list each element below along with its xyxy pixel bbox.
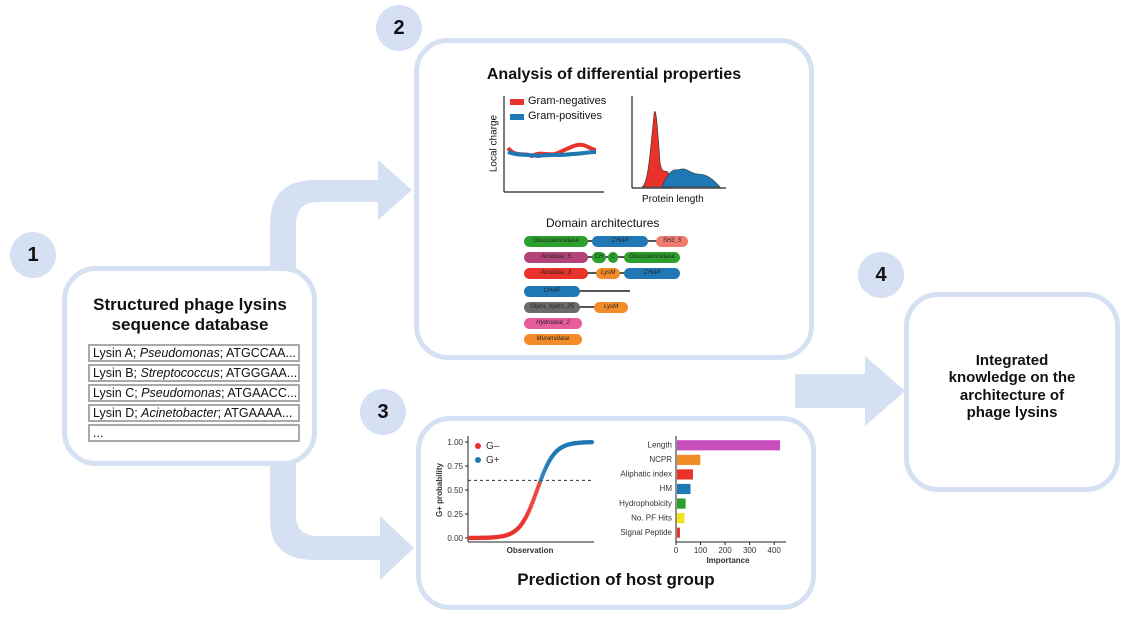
- domain-chap-2: CHAP: [624, 268, 680, 279]
- table-row: Lysin B; Streptococcus; ATGGGAA...: [88, 364, 300, 382]
- integrated-panel: [904, 292, 1120, 492]
- importance-bar: [677, 483, 691, 495]
- step-badge-1: 1: [10, 232, 56, 278]
- importance-category-label: Signal Peptide: [620, 528, 672, 537]
- importance-category-label: Length: [648, 440, 672, 449]
- step-badge-4: 4: [858, 252, 904, 298]
- local-charge-chart: [503, 96, 604, 193]
- database-title: Structured phage lysins sequence databas…: [93, 295, 287, 334]
- importance-category-label: HM: [660, 484, 673, 493]
- probability-point: [589, 439, 595, 445]
- domain-ch: CH: [592, 252, 606, 263]
- protein-length-chart: [631, 96, 726, 189]
- analysis-title: Analysis of differential properties: [486, 66, 742, 83]
- domain-amidase-5: Amidase_5: [524, 252, 588, 263]
- legend-gram-negatives: Gram-negatives: [528, 95, 607, 107]
- probability-tick-label: 0.00: [447, 534, 463, 543]
- domain-chap: CHAP: [592, 236, 648, 247]
- importance-tick-label: 100: [694, 546, 708, 555]
- table-row-ellipsis: ...: [88, 424, 300, 442]
- domain-chap-3: CHAP: [524, 286, 580, 297]
- importance-category-label: NCPR: [649, 455, 672, 464]
- legend-marker-neg: [475, 443, 481, 449]
- importance-bar: [677, 527, 680, 538]
- importance-tick-label: 300: [743, 546, 757, 555]
- local-charge-ylabel: Local charge: [488, 114, 500, 173]
- table-row: Lysin C; Pseudomonas; ATGAACC...: [88, 384, 300, 402]
- legend-neg-label: G–: [486, 441, 500, 452]
- integrated-text: Integrated knowledge on the architecture…: [948, 352, 1076, 421]
- importance-bar: [677, 469, 693, 480]
- domain-muramidase: Muramidase: [524, 334, 582, 345]
- legend-pos-label: G+: [486, 455, 500, 466]
- importance-tick-label: 400: [768, 546, 782, 555]
- domain-glucosaminidase-2: Glucosaminidase: [624, 252, 680, 263]
- domain-lysm: LysM: [596, 268, 620, 279]
- probability-tick-label: 0.50: [447, 486, 463, 495]
- domain-glyco-hydro-25: Glyco_hydro_25: [524, 302, 580, 313]
- step-badge-3: 3: [360, 389, 406, 435]
- domain-lysm-2: LysM: [594, 302, 628, 313]
- domain-hydrolase-2: Hydrolase_2: [524, 318, 582, 329]
- domain-c: C: [608, 252, 618, 263]
- importance-category-label: Hydrophobicity: [619, 499, 672, 508]
- prediction-title: Prediction of host group: [517, 570, 715, 589]
- legend-marker-pos: [475, 457, 481, 463]
- importance-tick-label: 200: [718, 546, 732, 555]
- domain-sh3: SH3_5: [656, 236, 688, 247]
- importance-bar: [677, 454, 701, 465]
- step-badge-2: 2: [376, 5, 422, 51]
- legend-gram-positives: Gram-positives: [528, 110, 602, 122]
- probability-tick-label: 1.00: [447, 438, 463, 447]
- table-row: Lysin A; Pseudomonas; ATGCCAA...: [88, 344, 300, 362]
- domain-architectures-title: Domain architectures: [546, 216, 660, 230]
- probability-tick-label: 0.75: [447, 462, 463, 471]
- importance-bar: [677, 498, 686, 509]
- importance-bar: [677, 440, 781, 451]
- importance-category-label: Aliphatic index: [620, 470, 672, 479]
- probability-tick-label: 0.25: [447, 510, 463, 519]
- importance-category-label: No. PF Hits: [631, 513, 672, 522]
- probability-ylabel: G+ probability: [435, 462, 444, 517]
- protein-length-xlabel: Protein length: [642, 194, 704, 205]
- probability-xlabel: Observation: [507, 546, 554, 555]
- probability-chart: 0.00 0.25 0.50 0.75 1.00 G– G+ Observation G…: [435, 436, 595, 555]
- domain-glucosaminidase: Glucosaminidase: [524, 236, 588, 247]
- importance-tick-label: 0: [674, 546, 679, 555]
- importance-xlabel: Importance: [706, 556, 750, 565]
- importance-chart: Length NCPR Aliphatic index HM Hydrophobicit…: [619, 436, 786, 565]
- importance-bar: [677, 513, 685, 524]
- table-row: Lysin D; Acinetobacter; ATGAAAA...: [88, 404, 300, 422]
- domain-amidase-3: Amidase_3: [524, 268, 588, 279]
